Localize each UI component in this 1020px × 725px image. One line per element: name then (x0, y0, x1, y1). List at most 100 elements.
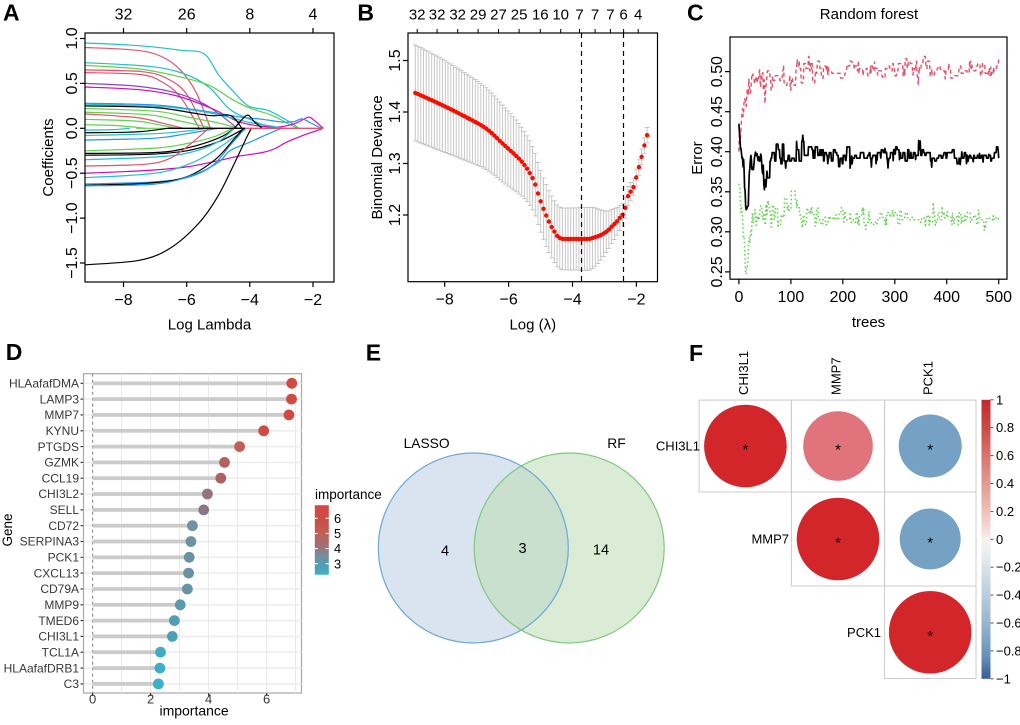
svg-text:PTGDS: PTGDS (38, 440, 79, 454)
svg-text:0.5: 0.5 (64, 72, 81, 94)
svg-text:Binomial Deviance: Binomial Deviance (369, 95, 386, 219)
svg-text:1.5: 1.5 (387, 49, 404, 71)
svg-text:B: B (357, 0, 374, 26)
svg-text:−8: −8 (436, 292, 454, 309)
svg-text:1: 1 (996, 392, 1003, 407)
svg-text:3: 3 (334, 556, 341, 571)
svg-text:32: 32 (449, 7, 466, 24)
svg-text:−0.4: −0.4 (996, 588, 1020, 603)
svg-text:16: 16 (532, 7, 549, 24)
svg-text:SERPINA3: SERPINA3 (20, 535, 80, 549)
svg-text:*: * (835, 442, 841, 459)
svg-text:HLAafafDMA: HLAafafDMA (9, 377, 79, 391)
svg-text:2: 2 (147, 692, 154, 707)
svg-text:−4: −4 (563, 292, 581, 309)
svg-text:1.2: 1.2 (387, 204, 404, 226)
svg-text:0: 0 (996, 532, 1003, 547)
svg-text:*: * (835, 535, 841, 552)
svg-text:F: F (689, 340, 703, 366)
svg-text:0.2: 0.2 (996, 504, 1014, 519)
svg-text:CHI3L1: CHI3L1 (656, 439, 700, 454)
svg-text:MMP7: MMP7 (829, 357, 844, 395)
svg-text:27: 27 (490, 7, 507, 24)
svg-text:0.30: 0.30 (709, 216, 726, 247)
svg-text:500: 500 (985, 289, 1012, 306)
svg-text:LAMP3: LAMP3 (40, 392, 80, 406)
svg-text:−1.0: −1.0 (64, 202, 81, 234)
svg-text:−0.8: −0.8 (996, 643, 1020, 658)
svg-text:CHI3L1: CHI3L1 (736, 351, 751, 395)
svg-text:32: 32 (409, 7, 426, 24)
svg-text:32: 32 (429, 7, 446, 24)
svg-text:−0.6: −0.6 (996, 616, 1020, 631)
svg-text:importance: importance (315, 487, 382, 502)
svg-text:TMED6: TMED6 (38, 614, 79, 628)
svg-text:C3: C3 (64, 677, 80, 691)
svg-text:7: 7 (606, 7, 614, 24)
svg-text:6: 6 (334, 511, 341, 526)
svg-text:−4: −4 (241, 292, 259, 309)
svg-text:25: 25 (511, 7, 528, 24)
svg-text:RF: RF (607, 436, 625, 451)
svg-text:KYNU: KYNU (46, 424, 79, 438)
svg-text:−1.5: −1.5 (64, 247, 81, 279)
svg-text:5: 5 (334, 526, 341, 541)
svg-text:CCL19: CCL19 (42, 471, 80, 485)
svg-text:−0.2: −0.2 (996, 560, 1020, 575)
svg-text:A: A (3, 0, 20, 26)
svg-text:7: 7 (591, 7, 599, 24)
svg-text:C: C (687, 0, 704, 25)
svg-text:CD79A: CD79A (40, 582, 79, 596)
svg-text:PCK1: PCK1 (48, 551, 80, 565)
svg-text:1.4: 1.4 (387, 101, 404, 123)
svg-text:4: 4 (334, 541, 341, 556)
svg-text:0: 0 (89, 692, 96, 707)
svg-text:SELL: SELL (50, 503, 80, 517)
svg-text:0.0: 0.0 (64, 117, 81, 139)
svg-text:LASSO: LASSO (404, 436, 450, 451)
svg-text:0.25: 0.25 (709, 256, 726, 287)
svg-text:0.45: 0.45 (709, 96, 726, 127)
svg-text:300: 300 (881, 289, 908, 306)
svg-text:E: E (366, 339, 381, 365)
svg-text:Coefficients: Coefficients (40, 118, 57, 196)
svg-text:trees: trees (852, 314, 885, 331)
svg-text:3: 3 (518, 541, 526, 557)
svg-text:−2: −2 (304, 292, 322, 309)
svg-text:4: 4 (309, 7, 318, 24)
svg-text:TCL1A: TCL1A (42, 645, 79, 659)
svg-text:GZMK: GZMK (44, 456, 79, 470)
svg-text:0.4: 0.4 (996, 476, 1014, 491)
svg-text:4: 4 (441, 544, 449, 560)
svg-text:Random forest: Random forest (820, 6, 919, 23)
svg-text:7: 7 (575, 7, 583, 24)
svg-text:0: 0 (734, 289, 743, 306)
svg-text:6: 6 (619, 7, 627, 24)
svg-text:0.40: 0.40 (709, 136, 726, 167)
svg-text:HLAafafDRB1: HLAafafDRB1 (4, 661, 80, 675)
svg-text:−6: −6 (178, 292, 196, 309)
svg-text:0.6: 0.6 (996, 448, 1014, 463)
svg-text:*: * (927, 442, 933, 459)
svg-text:*: * (742, 442, 748, 459)
svg-text:1.0: 1.0 (64, 27, 81, 49)
svg-text:*: * (927, 535, 933, 552)
svg-text:8: 8 (245, 7, 254, 24)
svg-text:MMP9: MMP9 (44, 598, 79, 612)
svg-text:CHI3L1: CHI3L1 (38, 630, 79, 644)
svg-text:−2: −2 (627, 292, 645, 309)
svg-text:Gene: Gene (0, 513, 15, 546)
svg-text:*: * (927, 628, 933, 645)
svg-text:100: 100 (778, 289, 805, 306)
svg-text:−8: −8 (114, 292, 132, 309)
svg-text:−0.5: −0.5 (64, 157, 81, 189)
svg-text:0.35: 0.35 (709, 176, 726, 207)
svg-text:4: 4 (634, 7, 642, 24)
svg-text:CHI3L2: CHI3L2 (38, 487, 79, 501)
svg-text:0.8: 0.8 (996, 420, 1014, 435)
svg-text:−1: −1 (996, 671, 1011, 686)
svg-text:PCK1: PCK1 (847, 625, 881, 640)
svg-text:−6: −6 (499, 292, 517, 309)
svg-text:10: 10 (552, 7, 569, 24)
svg-text:Error: Error (689, 141, 706, 174)
